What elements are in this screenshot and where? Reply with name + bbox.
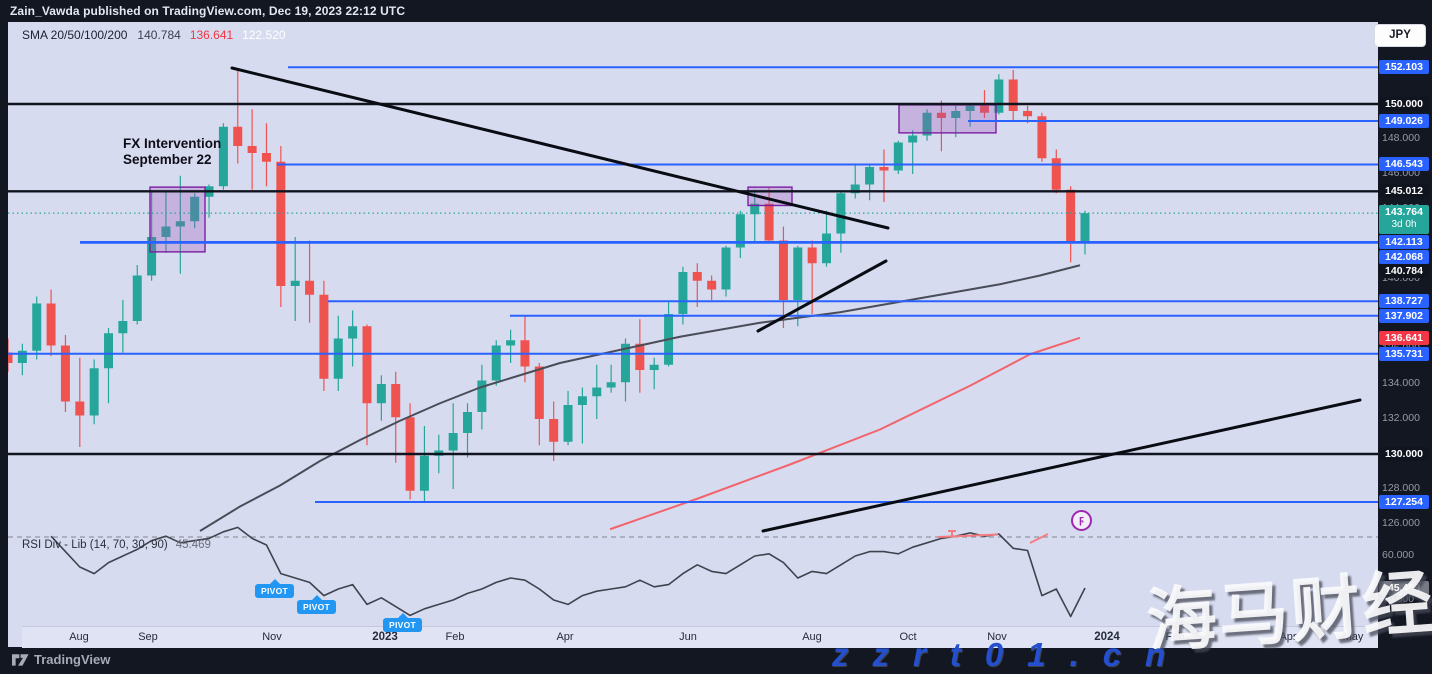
tradingview-logo-icon [12, 654, 29, 666]
price-label-chip[interactable]: 135.731 [1379, 346, 1429, 361]
price-label-chip[interactable]: 136.641 [1379, 330, 1429, 345]
lightning-icon[interactable]: ϝ [1071, 510, 1092, 531]
time-axis-label: Nov [262, 631, 282, 643]
price-label-chip[interactable]: 142.068 [1379, 249, 1429, 264]
price-axis-tick: 132.000 [1382, 412, 1420, 424]
rsi-axis-tick: 60.000 [1382, 549, 1415, 561]
tradingview-attribution[interactable]: TradingView [12, 652, 110, 667]
time-axis-label: Sep [138, 631, 158, 643]
rsi-legend-title: RSI Div - Lib (14, 70, 30, 90) [22, 539, 168, 551]
pivot-label[interactable]: PIVOT [383, 613, 423, 632]
brand-text: TradingView [34, 652, 111, 667]
price-label-chip[interactable]: 146.543 [1379, 157, 1429, 172]
price-label-chip[interactable]: 142.113 [1379, 235, 1429, 250]
price-label-chip[interactable]: 149.026 [1379, 114, 1429, 129]
publisher-bar: Zain_Vawda published on TradingView.com,… [0, 0, 1432, 22]
time-axis-label: May [1342, 631, 1364, 643]
price-label-chip[interactable]: 152.103 [1379, 60, 1429, 75]
price-label-chip[interactable]: 130.000 [1379, 447, 1429, 461]
price-axis[interactable]: 148.000146.000144.000140.000136.000134.0… [1378, 0, 1432, 672]
indicator-legend[interactable]: SMA 20/50/100/200 140.784 136.641 122.520 [22, 28, 295, 42]
time-axis-label: Aug [69, 631, 89, 643]
time-axis-label: Jun [679, 631, 697, 643]
time-axis-label: Feb [1165, 631, 1185, 643]
price-label-chip[interactable]: 140.784 [1379, 264, 1429, 279]
rsi-axis-tick: 40.000 [1382, 593, 1415, 605]
price-label-chip[interactable]: 127.254 [1379, 495, 1429, 510]
price-axis-tick: 128.000 [1382, 482, 1420, 494]
sma-value-2: 136.641 [189, 28, 234, 42]
sma-legend-title: SMA 20/50/100/200 [22, 28, 128, 42]
sma-value-1: 140.784 [137, 28, 181, 42]
price-axis-tick: 134.000 [1382, 377, 1420, 389]
time-axis-label: 2023 [372, 631, 398, 643]
currency-button[interactable]: JPY [1374, 24, 1426, 47]
rsi-legend[interactable]: RSI Div - Lib (14, 70, 30, 90) 45.469 [22, 539, 211, 551]
time-axis-label: Feb [445, 631, 465, 643]
time-axis-label: Aug [802, 631, 822, 643]
rsi-value-chip: 45.469 [1379, 580, 1429, 595]
time-axis[interactable]: Aug Sep Nov 2023 Feb Apr Jun Aug Oct Nov 2024 Feb Ap… [22, 626, 1378, 648]
price-label-chip[interactable]: 145.012 [1379, 184, 1429, 199]
time-axis-label: Oct [899, 631, 917, 643]
price-label-chip[interactable]: 138.727 [1379, 294, 1429, 309]
pivot-label[interactable]: PIVOT [255, 579, 295, 598]
sma-value-3: 122.520 [242, 28, 286, 42]
price-label-chip[interactable]: 137.902 [1379, 308, 1429, 323]
time-axis-label: Apr [556, 631, 574, 643]
pivot-label[interactable]: PIVOT [297, 595, 337, 614]
price-label-chip[interactable]: 143.764 3d 0h [1379, 205, 1429, 235]
price-label-chip[interactable]: 150.000 [1379, 97, 1429, 111]
time-axis-label: Apr [1279, 631, 1297, 643]
watermark-url: zzrt01.cn [832, 636, 1190, 673]
time-axis-label: Nov [987, 631, 1007, 643]
publisher-credit: Zain_Vawda published on TradingView.com,… [10, 4, 406, 18]
rsi-legend-value: 45.469 [175, 539, 211, 551]
candle-countdown: 3d 0h [1391, 219, 1417, 231]
price-axis-tick: 126.000 [1382, 517, 1420, 529]
chart-canvas[interactable]: Aug Sep Nov 2023 Feb Apr Jun Aug Oct Nov 2024 Feb Ap… [8, 22, 1378, 648]
fx-intervention-annotation[interactable]: FX Intervention September 22 [123, 136, 222, 167]
footer-bar: TradingView [0, 648, 1432, 672]
time-axis-label: 2024 [1094, 631, 1120, 643]
price-axis-tick: 148.000 [1382, 132, 1420, 144]
